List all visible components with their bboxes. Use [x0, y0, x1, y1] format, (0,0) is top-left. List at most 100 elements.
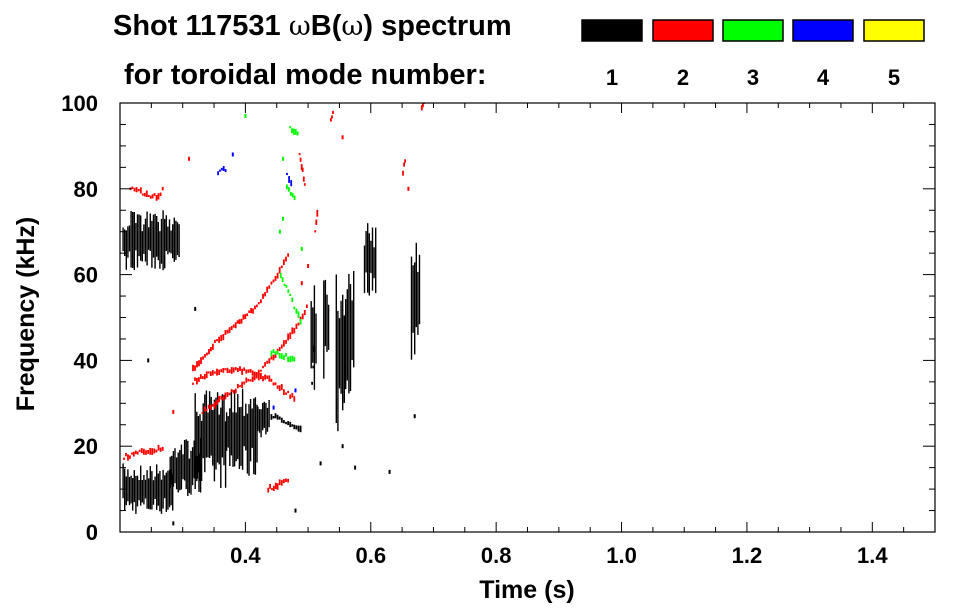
track-mark	[207, 404, 210, 409]
track-mark	[222, 368, 225, 373]
series-n=3-dot-4	[300, 246, 303, 251]
track-mark	[285, 256, 287, 262]
track-mark	[289, 421, 292, 428]
track-mark	[153, 193, 156, 196]
series-n=4-track-0	[217, 166, 227, 176]
track-mark	[299, 319, 302, 325]
track-mark	[299, 157, 302, 162]
track-mark	[287, 390, 289, 394]
series-n=1-blob-8	[335, 274, 345, 432]
series-n=2-track-10	[420, 103, 425, 111]
track-mark	[295, 308, 298, 314]
track-mark	[306, 304, 308, 308]
track-mark	[283, 340, 285, 347]
track-mark	[257, 302, 260, 305]
track-mark	[283, 259, 285, 266]
track-mark	[273, 485, 275, 491]
track-mark	[285, 353, 287, 357]
track-mark	[217, 171, 219, 176]
track-mark	[249, 368, 252, 373]
track-mark	[264, 362, 266, 367]
track-mark	[298, 153, 301, 156]
track-mark	[285, 421, 287, 425]
plot-data	[122, 103, 425, 526]
track-mark	[212, 343, 214, 350]
series-n=1-dot-0	[172, 521, 175, 526]
track-mark	[293, 306, 296, 310]
track-mark	[289, 191, 292, 196]
track-mark	[250, 308, 252, 314]
track-mark	[420, 105, 423, 111]
track-mark	[260, 369, 262, 372]
track-mark	[422, 103, 424, 108]
track-mark	[238, 319, 241, 324]
track-mark	[222, 334, 225, 341]
series-n=1-dot-8	[341, 444, 344, 449]
track-mark	[149, 447, 152, 455]
track-mark	[138, 449, 141, 452]
track-mark	[279, 272, 282, 279]
series-n=2-dot-0	[188, 156, 190, 161]
track-mark	[147, 450, 149, 454]
track-mark	[251, 370, 254, 376]
track-mark	[232, 367, 235, 373]
track-mark	[286, 184, 288, 190]
track-mark	[194, 365, 196, 371]
track-mark	[214, 371, 216, 374]
series-n=1-dot-5	[294, 508, 297, 513]
series-n=3-dot-0	[282, 156, 284, 161]
track-mark	[242, 314, 245, 320]
series-n=2-track-6	[298, 153, 306, 186]
track-mark	[289, 332, 292, 339]
track-mark	[287, 478, 289, 483]
track-mark	[403, 162, 405, 167]
series-n=3-track-1	[270, 349, 296, 363]
track-mark	[278, 479, 281, 486]
track-mark	[276, 272, 279, 279]
track-mark	[247, 378, 250, 382]
track-mark	[313, 345, 316, 353]
track-mark	[241, 381, 243, 388]
track-mark	[123, 457, 125, 460]
track-mark	[295, 323, 298, 329]
track-mark	[311, 381, 313, 385]
track-mark	[141, 193, 144, 196]
series-n=2-track-0	[123, 444, 164, 461]
legend-label-mode-3: 3	[747, 65, 759, 90]
track-mark	[285, 285, 288, 288]
track-mark	[278, 267, 281, 274]
track-mark	[132, 451, 135, 457]
track-mark	[137, 189, 140, 192]
track-mark	[236, 320, 239, 324]
track-mark	[203, 374, 206, 380]
track-mark	[293, 128, 295, 135]
track-mark	[145, 450, 147, 455]
track-mark	[244, 313, 247, 320]
legend-label-mode-5: 5	[888, 65, 900, 90]
track-mark	[214, 401, 216, 409]
track-mark	[208, 349, 210, 355]
track-mark	[288, 187, 290, 192]
track-mark	[303, 310, 306, 316]
track-mark	[202, 356, 204, 360]
chart-subtitle: for toroidal mode number:	[124, 59, 487, 91]
track-mark	[270, 378, 273, 382]
track-mark	[262, 293, 264, 299]
chart-title-mid: B(	[311, 10, 342, 42]
track-mark	[226, 367, 229, 374]
track-mark	[209, 404, 212, 410]
track-mark	[228, 327, 231, 333]
track-mark	[266, 360, 269, 364]
track-mark	[210, 347, 212, 352]
series-n=4-dot-1	[272, 405, 275, 410]
track-mark	[251, 376, 254, 382]
track-mark	[203, 406, 206, 412]
track-mark	[243, 381, 246, 385]
track-mark	[272, 349, 275, 354]
track-mark	[159, 447, 162, 452]
track-mark	[283, 355, 285, 360]
y-tick-label: 60	[74, 263, 98, 288]
track-mark	[214, 339, 216, 343]
track-mark	[303, 183, 306, 186]
chart-title-omega: ω	[289, 11, 311, 42]
